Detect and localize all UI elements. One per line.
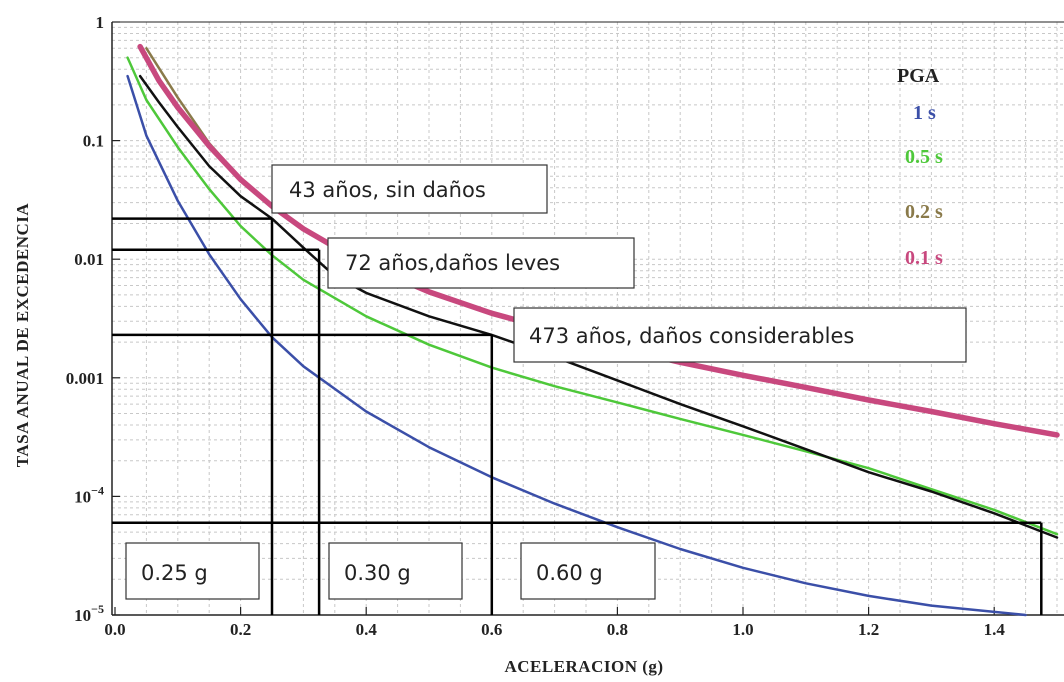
accel-label-060: 0.60 g [536, 561, 603, 585]
x-tick-label: 0.0 [104, 620, 125, 639]
legend-entry-2: 0.2 s [905, 201, 943, 223]
annotation-72-years: 72 años,daños leves [345, 251, 560, 275]
annotations: 43 años, sin daños 72 años,daños leves 4… [125, 164, 967, 600]
accel-box-030 [328, 542, 463, 600]
axis-ticks: 0.0 0.2 0.4 0.6 0.8 1.0 1.2 1.4 1 0.1 0.01 0.001 10−… [66, 13, 1006, 639]
accel-label-025: 0.25 g [141, 561, 208, 585]
x-tick-label: 0.4 [356, 620, 378, 639]
x-tick-label: 1.2 [858, 620, 879, 639]
y-tick-label: 0.01 [74, 250, 104, 269]
x-tick-label: 0.6 [481, 620, 502, 639]
legend-entry-0: 1 s [913, 102, 936, 124]
x-tick-label: 1.4 [984, 620, 1006, 639]
legend-title: PGA [897, 65, 940, 87]
series-line-4 [138, 74, 1059, 539]
accel-box-060 [520, 542, 656, 600]
y-tick-label: 0.1 [83, 132, 104, 151]
series-line-1 [126, 56, 1059, 536]
x-tick-label: 1.0 [732, 620, 753, 639]
y-tick-label: 1 [96, 13, 105, 32]
x-axis-title: ACELERACION (g) [504, 657, 663, 676]
annotation-box-43 [271, 164, 548, 214]
annotation-43-years: 43 años, sin daños [289, 178, 486, 202]
annotation-box-72 [327, 237, 635, 289]
legend: PGA 1 s 0.5 s 0.2 s 0.1 s [897, 65, 943, 269]
series-line-0 [126, 74, 1027, 617]
reference-lines [112, 217, 1043, 615]
annotation-box-473 [513, 307, 967, 363]
accel-box-025 [125, 542, 260, 600]
accel-label-030: 0.30 g [344, 561, 411, 585]
x-tick-label: 0.8 [607, 620, 628, 639]
series-line-3 [137, 43, 1060, 438]
legend-entry-3: 0.1 s [905, 247, 943, 269]
annotation-473-years: 473 años, daños considerables [529, 324, 854, 348]
y-tick-label: 0.001 [66, 369, 104, 388]
y-tick-label: 10−5 [74, 602, 104, 625]
y-tick-label: 10−4 [74, 483, 104, 506]
legend-entry-1: 0.5 s [905, 146, 943, 168]
x-tick-label: 0.2 [230, 620, 251, 639]
y-axis-title: TASA ANUAL DE EXCEDENCIA [13, 203, 32, 468]
plot-frame [111, 21, 1064, 616]
